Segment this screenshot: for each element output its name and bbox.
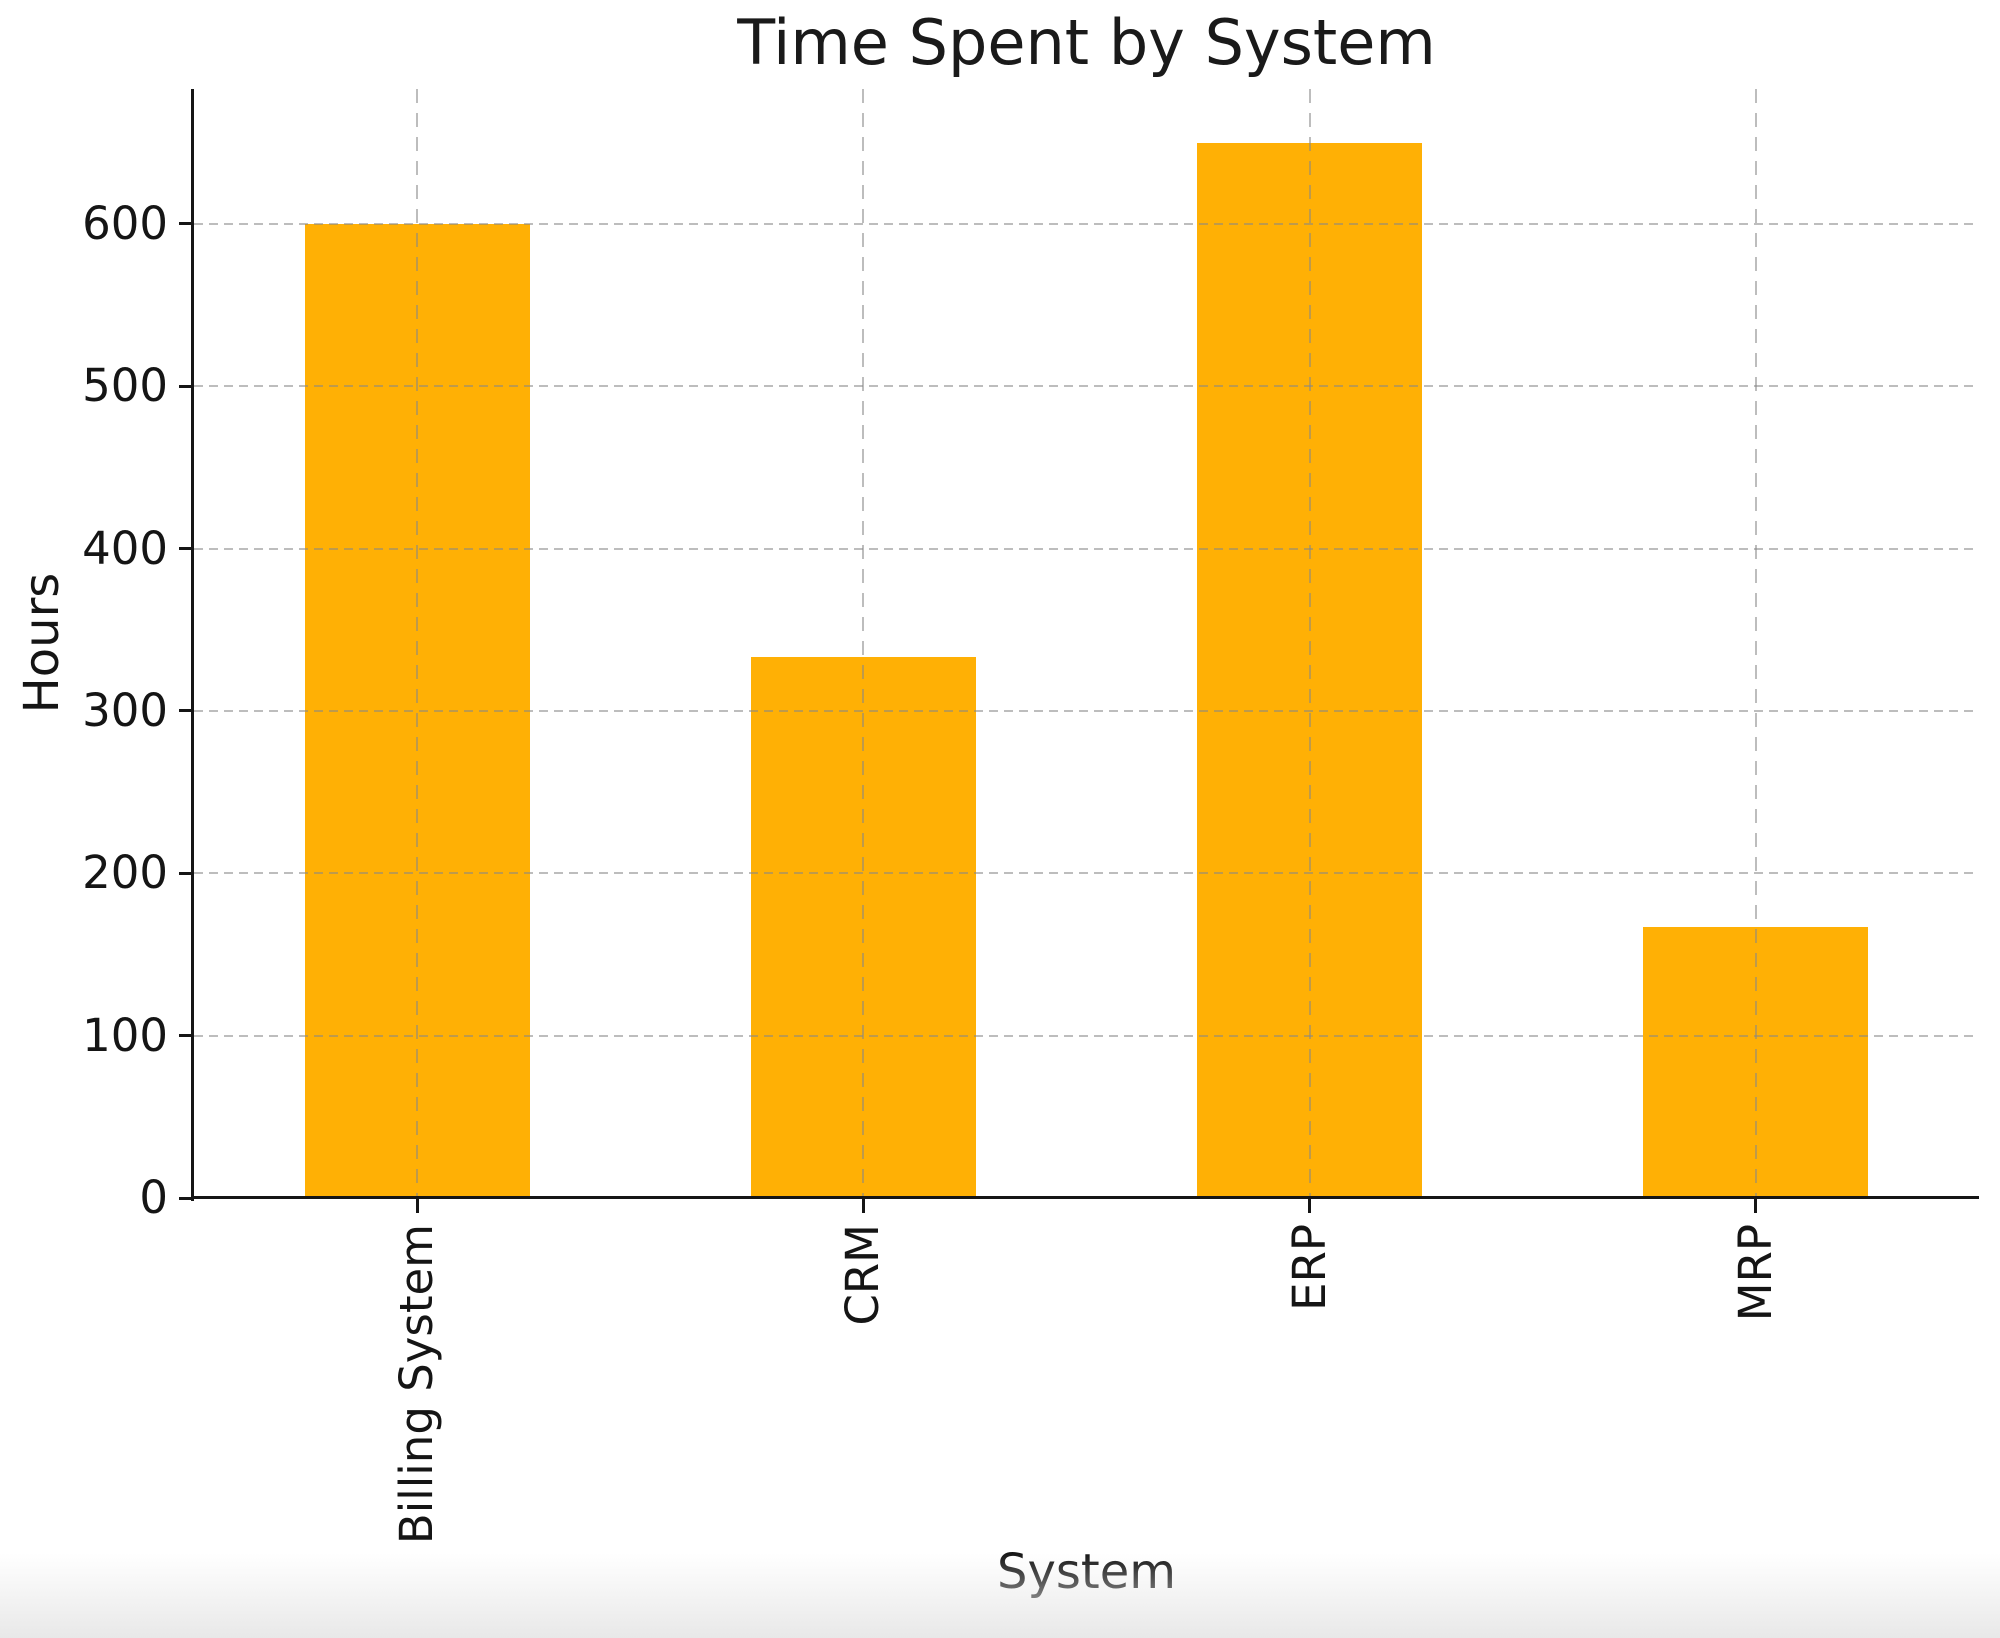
x-tick-billing-system [415, 1199, 419, 1213]
x-tick-label-text: ERP [1282, 1224, 1336, 1311]
x-tick-label-text: MRP [1728, 1224, 1782, 1322]
y-tick-label-600: 600 [82, 196, 168, 250]
x-tick-mrp [1754, 1199, 1758, 1213]
y-tick-600 [179, 222, 192, 226]
y-tick-label-400: 400 [82, 521, 168, 575]
y-tick-500 [179, 384, 192, 388]
v-gridline-billing-system [416, 89, 419, 1198]
h-gridline-100 [194, 1034, 1979, 1037]
y-tick-label-300: 300 [82, 683, 168, 737]
x-tick-crm [861, 1199, 865, 1213]
y-tick-label-200: 200 [82, 846, 168, 900]
h-gridline-300 [194, 709, 1979, 712]
h-gridline-200 [194, 872, 1979, 875]
h-gridline-400 [194, 547, 1979, 550]
x-tick-label-text: Billing System [390, 1224, 444, 1545]
v-gridline-erp [1308, 89, 1311, 1198]
x-tick-erp [1308, 1199, 1312, 1213]
y-axis-spine [191, 89, 194, 1201]
x-tick-label-text: CRM [836, 1224, 890, 1326]
v-gridline-crm [862, 89, 865, 1198]
y-tick-label-500: 500 [82, 359, 168, 413]
y-tick-200 [179, 871, 192, 875]
h-gridline-600 [194, 222, 1979, 225]
y-tick-label-0: 0 [139, 1171, 168, 1224]
y-tick-0 [179, 1196, 192, 1200]
plot-area [194, 89, 1979, 1198]
y-tick-400 [179, 547, 192, 550]
y-tick-label-100: 100 [82, 1008, 168, 1062]
chart-title: Time Spent by System [737, 6, 1436, 79]
y-tick-300 [179, 709, 192, 713]
y-tick-100 [179, 1034, 192, 1038]
v-gridline-mrp [1754, 89, 1757, 1198]
x-axis-label: System [997, 1544, 1176, 1600]
x-axis-spine [191, 1196, 1979, 1199]
h-gridline-500 [194, 385, 1979, 388]
